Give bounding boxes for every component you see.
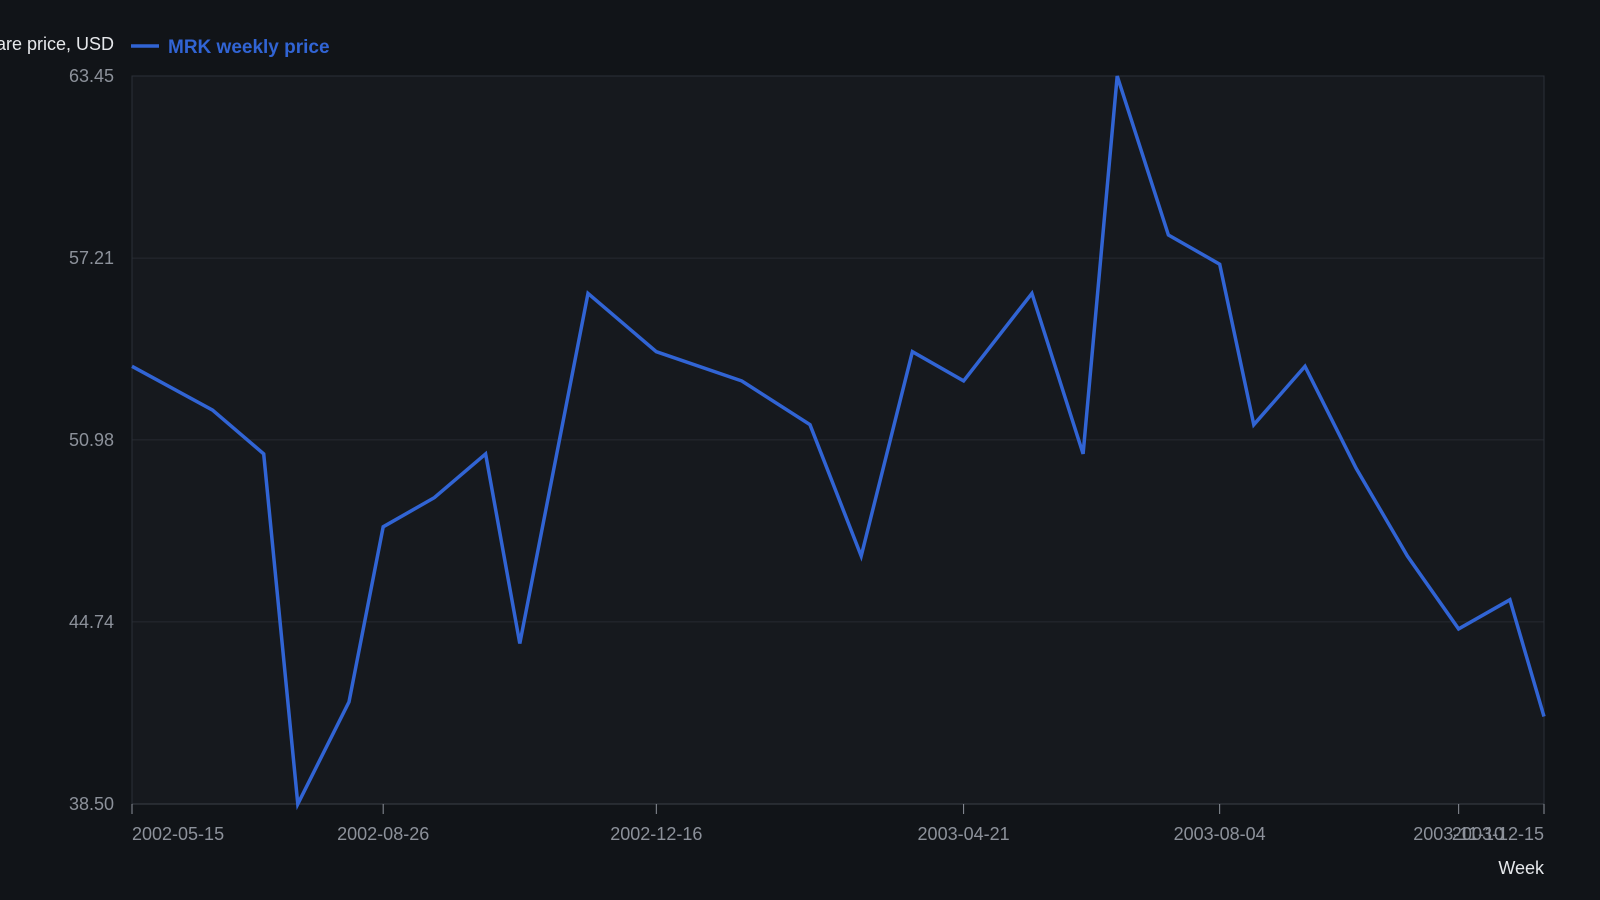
y-tick-label: 38.50	[69, 794, 114, 814]
x-tick-label: 2002-12-16	[610, 824, 702, 844]
y-axis-title: Share price, USD	[0, 34, 114, 54]
y-axis: 63.45 57.21 50.98 44.74 38.50	[69, 66, 114, 814]
x-tick-label: 2003-04-21	[918, 824, 1010, 844]
y-tick-label: 50.98	[69, 430, 114, 450]
series-line-mrk[interactable]	[131, 75, 1546, 811]
x-axis-title: Week	[1498, 858, 1545, 878]
y-tick-label: 44.74	[69, 612, 114, 632]
x-axis: 2002-05-15 2002-08-26 2002-12-16 2003-04-21…	[131, 804, 1545, 844]
x-tick-label: 2003-11-10	[1413, 824, 1504, 844]
y-tick-label: 57.21	[69, 248, 114, 268]
x-tick-label: 2003-08-04	[1174, 824, 1266, 844]
x-tick-label: 2002-08-26	[337, 824, 429, 844]
series-layer	[131, 75, 1546, 811]
x-tick-label: 2002-05-15	[132, 824, 224, 844]
y-tick-label: 63.45	[69, 66, 114, 86]
x-tick-label: 2003-12-15	[1452, 824, 1544, 844]
grid-layer	[132, 257, 1544, 623]
legend[interactable]: MRK weekly price	[131, 37, 330, 58]
legend-label: MRK weekly price	[168, 37, 330, 58]
